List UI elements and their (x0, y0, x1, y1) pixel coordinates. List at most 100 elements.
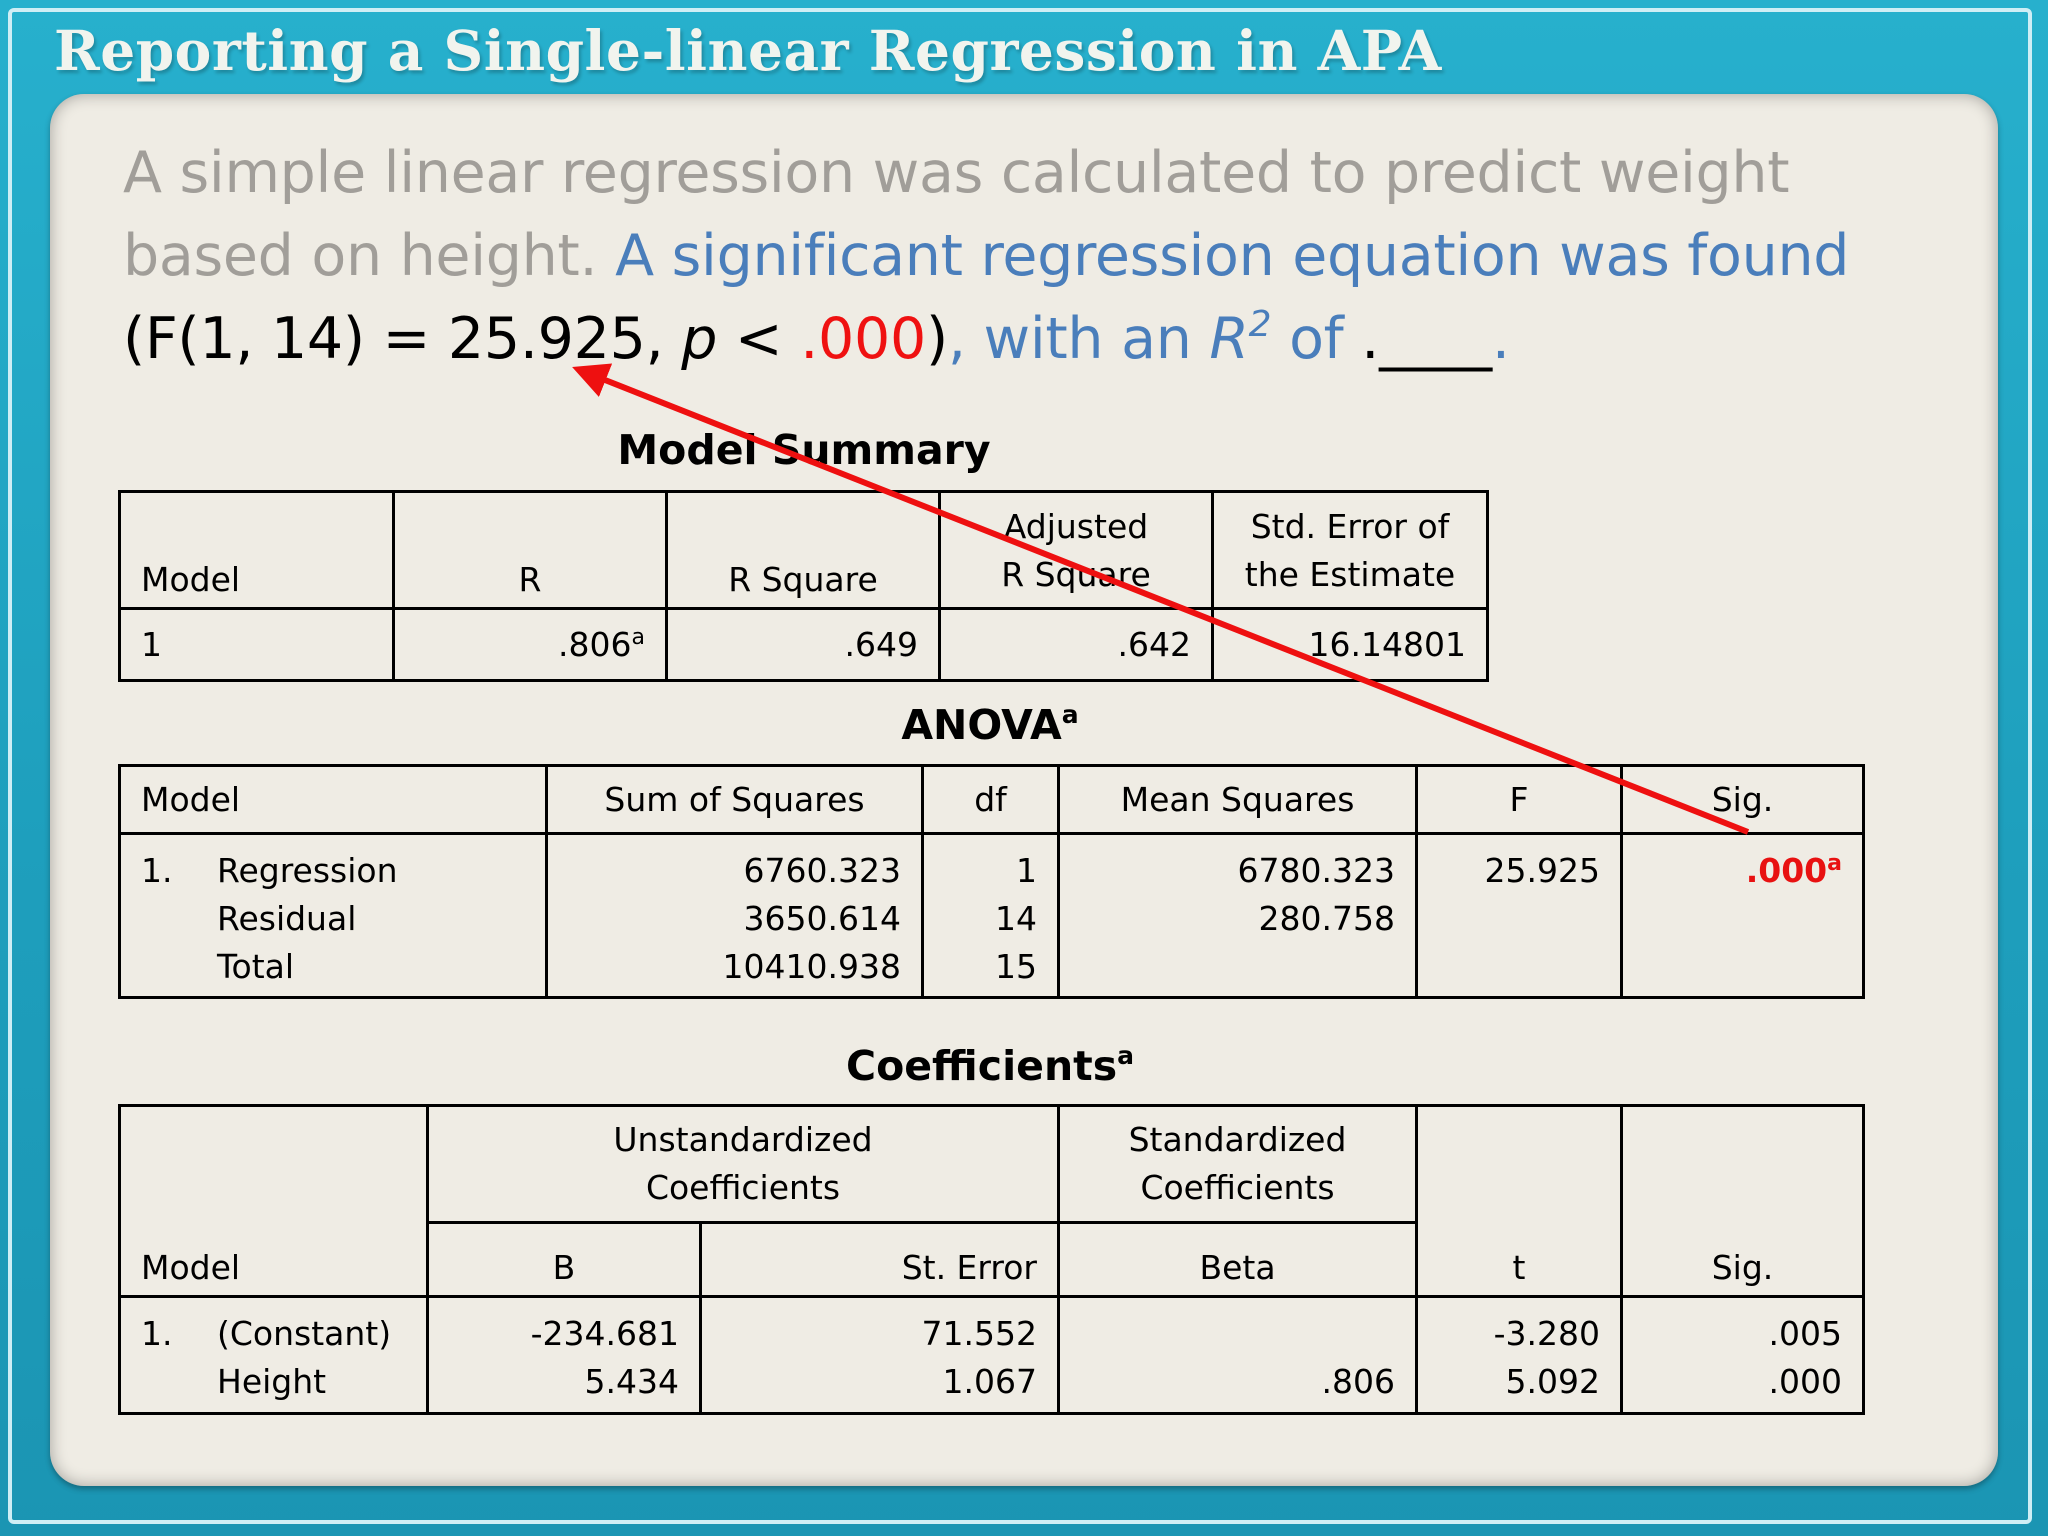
model-summary-header-row: Model R R Square Adjusted R Square Std. E… (118, 490, 1489, 610)
header-df: df (921, 764, 1060, 835)
r-footnote: a (631, 625, 645, 650)
cell-df: 1 14 15 (921, 832, 1060, 999)
sentence-intro: A simple linear regression was calculate… (123, 140, 1790, 289)
cell-sig: .000a (1620, 832, 1865, 999)
table-row: 1. Regression Residual Total 6760.323 365… (118, 832, 1865, 999)
cell-t: -3.280 5.092 (1415, 1295, 1623, 1415)
slide-title: Reporting a Single-linear Regression in … (54, 18, 1442, 83)
header-beta: Beta (1057, 1221, 1418, 1298)
sentence-r-superscript: 2 (1248, 304, 1272, 345)
header-standardized-line1: Standardized (1128, 1120, 1347, 1159)
beta-constant (1080, 1310, 1395, 1358)
cell-std-error: 16.14801 (1211, 607, 1489, 682)
header-unstandardized: Unstandardized Coefficients (426, 1104, 1060, 1224)
sentence-end: . (1491, 306, 1510, 372)
header-mean-squares: Mean Squares (1057, 764, 1418, 835)
sentence-f-statistic: (F(1, 14) = 25.925, (123, 306, 682, 372)
cell-sig: .005 .000 (1620, 1295, 1865, 1415)
row-label-total: Total (217, 947, 295, 986)
row-label-regression: Regression (217, 851, 398, 890)
b-height: 5.434 (584, 1362, 679, 1401)
sentence-p-value: .000 (800, 306, 926, 372)
cell-model: 1 (118, 607, 395, 682)
sentence-with-an: , with an (947, 306, 1210, 372)
b-constant: -234.681 (530, 1314, 679, 1353)
cell-std-error: 71.552 1.067 (699, 1295, 1060, 1415)
header-model: Model (118, 1104, 429, 1298)
cell-b: -234.681 5.434 (426, 1295, 702, 1415)
header-standardized: Standardized Coefficients (1057, 1104, 1418, 1224)
coefficients-header-row-1: Model Unstandardized Coefficients Standar… (118, 1104, 1865, 1298)
ss-residual: 3650.614 (743, 899, 901, 938)
df-regression: 1 (1016, 851, 1037, 890)
header-unstandardized-line2: Coefficients (645, 1168, 841, 1207)
beta-height: .806 (1321, 1362, 1395, 1401)
sentence-close-paren: ) (925, 306, 948, 372)
cell-mean-squares: 6780.323 280.758 (1057, 832, 1418, 999)
row-label-residual: Residual (217, 899, 357, 938)
header-model: Model (118, 764, 548, 835)
t-constant: -3.280 (1493, 1314, 1600, 1353)
sentence-of: of (1271, 306, 1362, 372)
model-summary-title: Model Summary (617, 426, 991, 474)
ss-regression: 6760.323 (743, 851, 901, 890)
cell-model-labels: 1. (Constant) Height (118, 1295, 429, 1415)
ms-residual: 280.758 (1258, 899, 1395, 938)
cell-sum-of-squares: 6760.323 3650.614 10410.938 (545, 832, 924, 999)
header-sum-of-squares: Sum of Squares (545, 764, 924, 835)
anova-title-text: ANOVA (901, 701, 1062, 749)
f-value: 25.925 (1484, 851, 1600, 890)
sig-height: .000 (1768, 1362, 1842, 1401)
header-r: R (392, 490, 668, 610)
sentence-significance: A significant regression equation was fo… (597, 223, 1850, 289)
coefficients-header-row-2: B St. Error Beta (120, 1221, 1864, 1298)
row-label-height: Height (217, 1362, 327, 1401)
se-height: 1.067 (942, 1362, 1037, 1401)
cell-r: .806a (392, 607, 668, 682)
sentence-blank: .____ (1361, 306, 1492, 372)
header-standardized-line2: Coefficients (1140, 1168, 1335, 1207)
header-r-square: R Square (665, 490, 941, 610)
df-total: 15 (995, 947, 1037, 986)
coefficients-title-footnote: a (1117, 1041, 1135, 1070)
sig-constant: .005 (1768, 1314, 1842, 1353)
t-height: 5.092 (1505, 1362, 1600, 1401)
header-adjusted-line2: R Square (1001, 555, 1151, 594)
model-number: 1. (141, 851, 173, 890)
coefficients-title-text: Coefficients (845, 1042, 1118, 1090)
header-t: t (1415, 1104, 1623, 1298)
header-sig: Sig. (1620, 764, 1865, 835)
anova-title: ANOVAa (780, 697, 1200, 753)
header-adjusted-line1: Adjusted (1003, 507, 1149, 546)
model-number: 1. (141, 1314, 173, 1353)
coefficients-title: Coefficientsa (770, 1038, 1210, 1094)
cell-f: 25.925 (1415, 832, 1623, 999)
header-std-error-line2: the Estimate (1244, 555, 1456, 594)
header-std-error-line1: Std. Error of (1250, 507, 1450, 546)
cell-adjusted-r-square: .642 (938, 607, 1214, 682)
header-std-error: St. Error (699, 1221, 1060, 1298)
sentence-p-symbol: p (681, 306, 718, 372)
cell-r-square: .649 (665, 607, 941, 682)
sig-value: .000 (1745, 851, 1828, 890)
apa-sentence: A simple linear regression was calculate… (123, 132, 1943, 381)
anova-table: Model Sum of Squares df Mean Squares F S… (118, 764, 1865, 999)
anova-title-footnote: a (1061, 700, 1079, 729)
frame-border (8, 8, 2032, 1524)
df-residual: 14 (995, 899, 1037, 938)
header-model: Model (118, 490, 395, 610)
r-value: .806 (558, 625, 632, 664)
cell-model-labels: 1. Regression Residual Total (118, 832, 548, 999)
coefficients-table: Model Unstandardized Coefficients Standar… (118, 1104, 1865, 1415)
header-b: B (426, 1221, 702, 1298)
ms-regression: 6780.323 (1237, 851, 1395, 890)
header-f: F (1415, 764, 1623, 835)
header-adjusted-r-square: Adjusted R Square (938, 490, 1214, 610)
sig-footnote: a (1827, 851, 1842, 876)
cell-beta: .806 (1057, 1295, 1418, 1415)
header-unstandardized-line1: Unstandardized (613, 1120, 873, 1159)
header-std-error: Std. Error of the Estimate (1211, 490, 1489, 610)
table-row: 1 .806a .649 .642 16.14801 (118, 607, 1489, 682)
sentence-r-symbol: R (1209, 306, 1249, 372)
